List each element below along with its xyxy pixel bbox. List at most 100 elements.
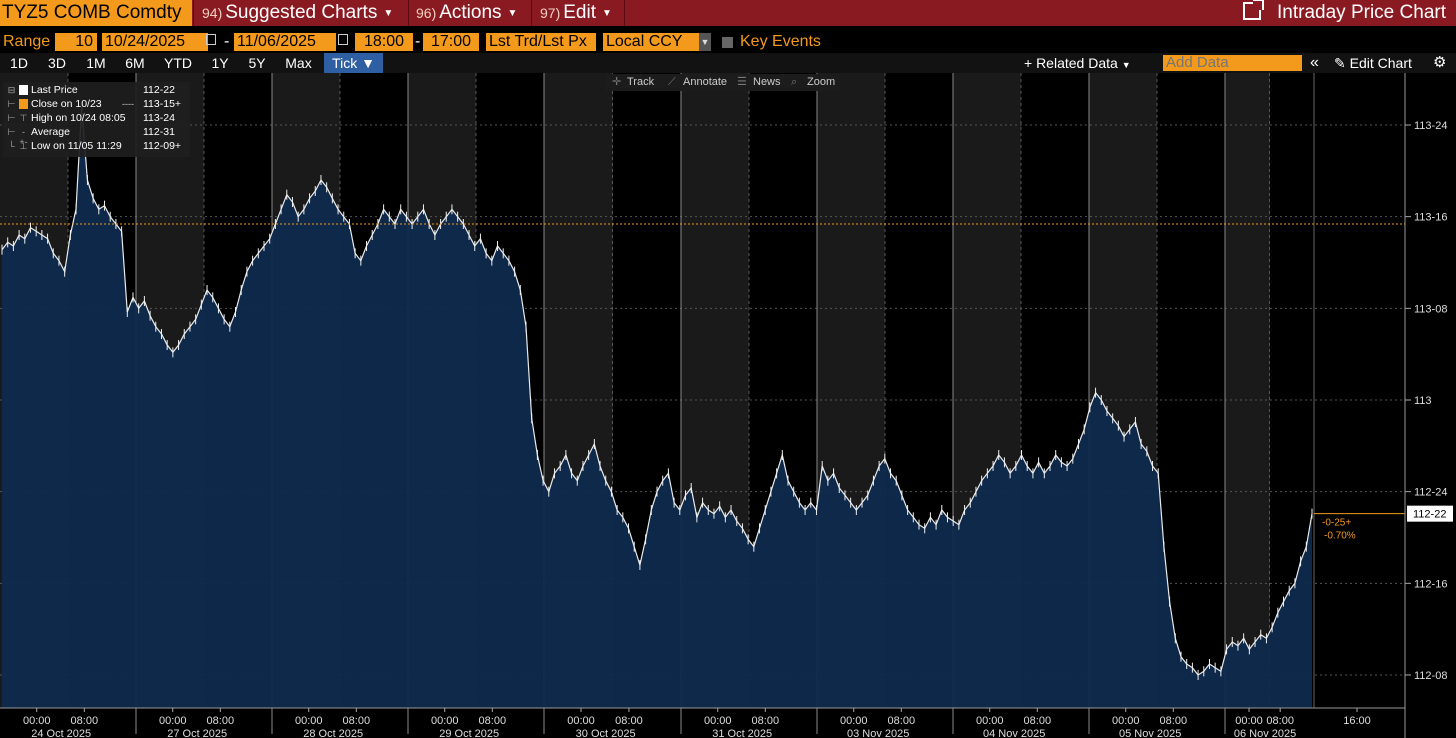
tool-zoom[interactable]: Zoom — [807, 76, 836, 88]
price-type-select[interactable]: Lst Trd/Lst Px — [486, 33, 596, 51]
tab-1d[interactable]: 1D — [10, 55, 28, 71]
legend-item-high[interactable]: ⊢ ⊤ High on 10/24 08:05 113-24 — [3, 112, 190, 125]
collapse-icon[interactable]: « — [1310, 54, 1319, 71]
y-tick-label: 112-08 — [1414, 670, 1447, 682]
x-tick-label: 08:00 — [71, 715, 99, 727]
last-price-box — [1407, 505, 1453, 522]
tab-1m[interactable]: 1M — [86, 55, 106, 71]
range-label: Range — [3, 33, 51, 50]
top-toolbar: TYZ5 COMB Comdty 94) Suggested Charts ▼ 96… — [0, 0, 1456, 26]
x-tick-label: 08:00 — [207, 715, 235, 727]
low-marker-icon: ⊥ — [19, 141, 28, 151]
dropdown-arrow-icon[interactable]: ▼ — [699, 33, 711, 51]
x-tick-label: 00:00 — [23, 715, 51, 727]
currency-select[interactable]: Local CCY — [603, 33, 699, 51]
tab-tick[interactable]: Tick ▼ — [324, 53, 383, 73]
add-data-input[interactable] — [1163, 55, 1302, 71]
change-pct-label: -0.70% — [1324, 531, 1356, 542]
zoom-icon: ⌕ — [791, 76, 798, 88]
x-tick-label: 00:00 — [704, 715, 732, 727]
tree-branch-icon: └ — [8, 141, 15, 151]
chart-legend: ⊟ Last Price 112-22 ⊢ Close on 10/23 ---… — [3, 82, 190, 157]
legend-value: 112-09+ — [143, 140, 182, 152]
caret-down-icon: ▼ — [507, 8, 518, 19]
future-band — [1314, 73, 1405, 708]
actions-menu[interactable]: 96) Actions ▼ — [416, 0, 517, 26]
tree-branch-icon: ⊢ — [7, 113, 16, 123]
x-day-label: 06 Nov 2025 — [1234, 728, 1296, 738]
end-date-field[interactable]: 11/06/2025 — [234, 33, 336, 51]
tab-6m[interactable]: 6M — [125, 55, 145, 71]
x-day-label: 05 Nov 2025 — [1119, 728, 1181, 738]
range-dash: - — [415, 33, 421, 50]
related-data-label: + Related Data — [1024, 55, 1118, 71]
pencil-icon: ✎ — [1334, 55, 1346, 71]
edit-chart-label: Edit Chart — [1349, 55, 1412, 71]
x-tick-label: 00:00 — [295, 715, 323, 727]
toolbar-divider — [624, 0, 625, 26]
start-time-field[interactable]: 18:00 — [355, 33, 413, 51]
x-tick-label: 00:00 — [1112, 715, 1140, 727]
tab-max[interactable]: Max — [285, 55, 312, 71]
edit-menu[interactable]: 97) Edit ▼ — [540, 0, 612, 26]
legend-name: High on 10/24 08:05 — [31, 112, 126, 124]
legend-item-last-price[interactable]: ⊟ Last Price 112-22 — [3, 84, 190, 97]
suggested-charts-menu[interactable]: 94) Suggested Charts ▼ — [202, 0, 393, 26]
page-title: Intraday Price Chart — [1277, 2, 1446, 23]
x-tick-label: 08:00 — [343, 715, 371, 727]
tab-5y[interactable]: 5Y — [248, 55, 266, 71]
tool-news[interactable]: News — [753, 76, 781, 88]
legend-item-average[interactable]: ⊢ -+- Average 112-31 — [3, 126, 190, 147]
x-tick-label: 08:00 — [1160, 715, 1188, 727]
ticker-field[interactable]: TYZ5 COMB Comdty — [0, 0, 192, 26]
tool-annotate[interactable]: Annotate — [683, 76, 728, 88]
menu-label: Actions — [439, 2, 502, 23]
x-day-label: 04 Nov 2025 — [983, 728, 1045, 738]
y-tick-label: 112-24 — [1414, 487, 1447, 499]
toolbar-divider — [531, 0, 532, 26]
y-tick-label: 113-16 — [1414, 212, 1447, 224]
tab-3d[interactable]: 3D — [48, 55, 66, 71]
range-value-field[interactable]: 10 — [55, 33, 97, 51]
crosshair-icon: ✛ — [612, 76, 622, 88]
menu-number: 94) — [202, 5, 223, 21]
legend-name: Low on 11/05 11:29 — [31, 140, 122, 152]
y-tick-label: 112-16 — [1414, 578, 1447, 590]
calendar-icon[interactable] — [206, 34, 216, 45]
caret-down-icon: ▼ — [601, 8, 612, 19]
legend-name: Close on 10/23 — [31, 98, 102, 110]
x-tick-label: 08:00 — [615, 715, 643, 727]
menu-label: Suggested Charts — [225, 2, 378, 23]
end-time-field[interactable]: 17:00 — [423, 33, 479, 51]
x-day-label: 03 Nov 2025 — [847, 728, 909, 738]
range-dash: - — [224, 33, 230, 50]
gear-icon[interactable]: ⚙ — [1433, 54, 1447, 71]
average-marker-icon: -+- — [19, 127, 28, 147]
tree-branch-icon: ⊢ — [7, 99, 16, 109]
y-tick-label: 113 — [1414, 395, 1432, 407]
tab-1y[interactable]: 1Y — [211, 55, 229, 71]
legend-item-close[interactable]: ⊢ Close on 10/23 ---- 113-15+ — [3, 98, 190, 111]
x-tick-label: 00:00 — [567, 715, 595, 727]
x-day-label: 31 Oct 2025 — [712, 728, 772, 738]
calendar-icon[interactable] — [338, 34, 348, 45]
x-tick-label: 16:00 — [1343, 715, 1371, 727]
legend-value: 113-15+ — [143, 98, 182, 110]
legend-name: Last Price — [31, 84, 78, 96]
external-link-icon[interactable] — [1243, 0, 1265, 20]
x-tick-label: 08:00 — [479, 715, 507, 727]
chart-tools-bar: ✛ Track ⟋ Annotate ☰ News ⌕ Zoom — [606, 74, 840, 91]
related-data-button[interactable]: + Related Data ▼ — [1024, 53, 1131, 73]
price-chart[interactable]: 112-08 112-16 112-24 113 113-08 113-16 113-24 1… — [0, 73, 1456, 738]
menu-label: Edit — [563, 2, 596, 23]
price-area — [2, 106, 1312, 708]
tool-track[interactable]: Track — [627, 76, 655, 88]
tab-ytd[interactable]: YTD — [164, 55, 192, 71]
edit-chart-button[interactable]: ✎ Edit Chart — [1334, 53, 1412, 73]
legend-value: 112-22 — [143, 84, 175, 96]
news-icon: ☰ — [737, 76, 747, 88]
legend-item-low[interactable]: └ ⊥ Low on 11/05 11:29 112-09+ — [3, 140, 190, 153]
start-date-field[interactable]: 10/24/2025 — [102, 33, 208, 51]
key-events-checkbox[interactable] — [722, 37, 733, 48]
x-tick-label: 00:00 — [1235, 715, 1263, 727]
